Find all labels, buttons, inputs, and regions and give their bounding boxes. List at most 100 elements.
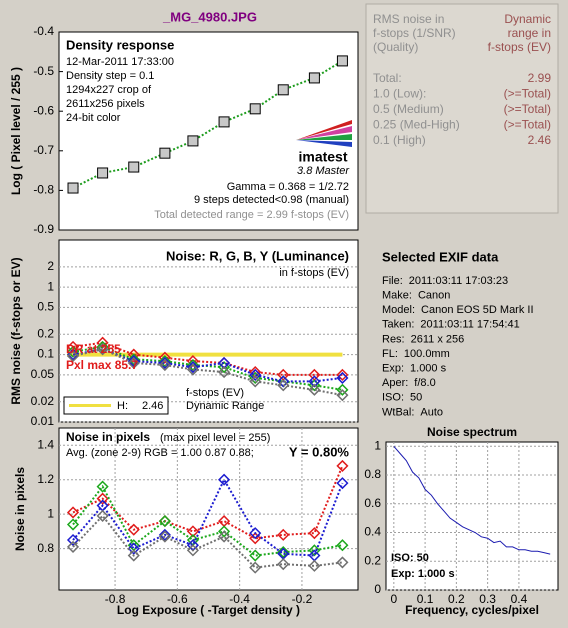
logo-ray [296, 134, 352, 140]
table-header: (Quality) [373, 40, 418, 54]
series-line [72, 60, 343, 189]
y-axis-label: Log ( Pixel level / 255 ) [9, 67, 23, 195]
exif-value: 2611 x 256 [411, 333, 465, 345]
data-point [336, 371, 349, 385]
y-tick-label: -0.5 [33, 64, 54, 78]
data-point [127, 348, 140, 361]
exif-label: ISO: [382, 392, 404, 404]
data-point [127, 355, 140, 368]
data-point [218, 530, 231, 543]
data-point [158, 528, 171, 541]
data-point [158, 515, 171, 528]
data-point [308, 375, 321, 388]
data-point [336, 368, 349, 381]
y-tick-label: 0.2 [364, 553, 381, 567]
data-point [336, 55, 348, 67]
y-tick-label: 0.01 [31, 414, 55, 428]
annotation: f-stops (EV) [186, 387, 244, 399]
data-point [218, 525, 231, 538]
data-point [127, 549, 140, 562]
data-point [96, 509, 109, 522]
x-tick-label: -0.6 [167, 592, 188, 606]
plot-area [58, 239, 359, 423]
file-title: _MG_4980.JPG [162, 9, 257, 24]
exif-label: Exp: [382, 363, 404, 375]
annotation: 24-bit color [66, 112, 121, 124]
data-point [308, 527, 321, 540]
y-tick-label: -0.9 [33, 222, 54, 236]
data-point [336, 539, 349, 552]
data-point [128, 161, 140, 173]
data-point [158, 356, 171, 370]
annotation: 12-Mar-2011 17:33:00 [66, 56, 174, 68]
legend-label: H: [117, 400, 128, 412]
y-tick-label: 1 [374, 438, 381, 452]
annotation: Total detected range = 2.99 f-stops (EV) [154, 209, 349, 221]
y-tick-label: 0.4 [364, 525, 381, 539]
table-range: (>=Total) [504, 118, 551, 132]
dr-panel [365, 3, 559, 214]
data-point [218, 366, 231, 379]
data-point [96, 340, 109, 353]
exif-value: 100.0mm [404, 348, 450, 360]
data-point [66, 533, 80, 547]
data-point [249, 549, 262, 562]
table-header: range in [508, 26, 551, 40]
data-point [158, 358, 171, 372]
data-point [66, 506, 80, 519]
y-tick-label: 1 [47, 279, 54, 293]
data-point [186, 544, 199, 557]
exif-label: Aper: [382, 377, 408, 389]
table-range: (>=Total) [504, 87, 551, 101]
annotation: Avg. (zone 2-9) RGB = 1.00 0.87 0.88; [66, 447, 254, 459]
annotation: Exp: 1.000 s [391, 568, 455, 580]
exif-value: 2011:03:11 17:03:23 [409, 275, 508, 287]
data-point [96, 480, 109, 493]
data-point [277, 546, 290, 559]
table-quality: 0.5 (Medium) [373, 102, 444, 116]
y-axis-label: Noise in pixels [13, 467, 27, 551]
exif-label: File: [382, 275, 403, 287]
data-point [218, 116, 230, 128]
table-quality: Total: [373, 71, 402, 85]
data-point [308, 544, 321, 557]
x-tick-label: 0.2 [448, 592, 465, 606]
y-tick-label: 0.8 [37, 541, 54, 555]
data-point [308, 72, 320, 84]
data-point [158, 530, 171, 543]
y-tick-label: 0.1 [37, 347, 54, 361]
table-header: Dynamic [504, 12, 551, 26]
table-quality: 1.0 (Low): [373, 87, 426, 101]
y-tick-label: 0.2 [37, 326, 54, 340]
series-line [72, 348, 343, 383]
legend-box [63, 396, 169, 415]
table-quality: 0.1 (High) [373, 133, 426, 147]
exif-label: Taken: [382, 319, 414, 331]
data-point [96, 492, 109, 505]
annotation: DR at 255 [66, 342, 121, 356]
x-tick-label: -0.4 [229, 592, 250, 606]
data-point [249, 527, 262, 540]
exif-label: Res: [382, 333, 405, 345]
data-point [249, 561, 262, 574]
x-tick-label: 0 [390, 592, 397, 606]
data-point [187, 135, 199, 147]
y-tick-label: 0.05 [31, 367, 55, 381]
exif-value: 2011:03:11 17:54:41 [420, 319, 519, 331]
annotation: Dynamic Range [186, 400, 264, 412]
data-point [159, 147, 171, 159]
data-point [249, 103, 261, 115]
data-point [336, 459, 349, 472]
data-point [277, 558, 290, 571]
annotation: 1294x227 crop of [66, 84, 152, 96]
data-point [336, 389, 349, 402]
data-point [308, 383, 321, 396]
y-tick-label: -0.6 [33, 103, 54, 117]
y-tick-label: 1 [47, 506, 54, 520]
annotation: Density step = 0.1 [66, 70, 154, 82]
logo-ray [296, 120, 352, 140]
exif-label: Make: [382, 290, 412, 302]
data-point [97, 167, 109, 179]
annotation: Noise: R, G, B, Y (Luminance) [166, 248, 349, 263]
data-point [249, 368, 262, 381]
